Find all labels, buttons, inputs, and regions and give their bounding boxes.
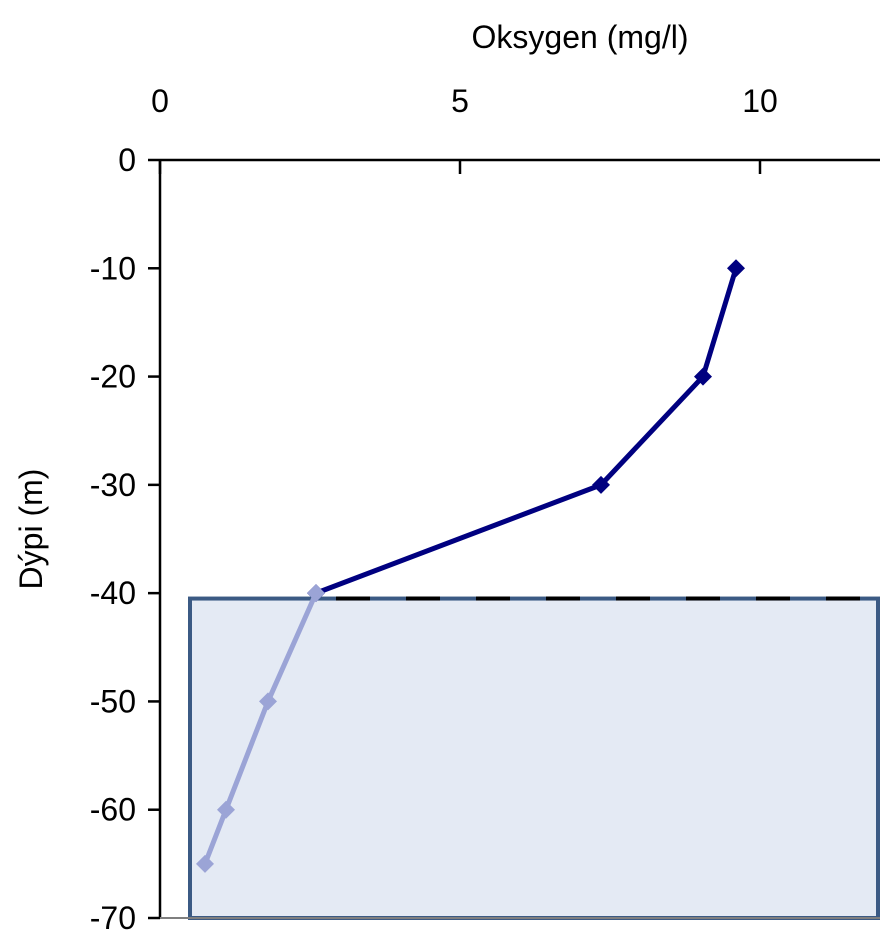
data-point-marker (196, 854, 214, 873)
series-1 (307, 259, 745, 603)
y-tick-label: -10 (90, 250, 136, 286)
x-axis-title: Oksygen (mg/l) (472, 19, 689, 55)
series-layer (196, 259, 745, 873)
y-tick-label: -30 (90, 467, 136, 503)
data-point-marker (217, 800, 235, 819)
y-tick-label: -50 (90, 683, 136, 719)
data-point-marker (727, 259, 745, 278)
shaded-region (188, 596, 880, 920)
shaded-region-layer (188, 596, 880, 920)
data-point-marker (307, 584, 325, 603)
axes-layer (148, 158, 880, 920)
y-tick-label: -20 (90, 359, 136, 395)
x-tick-label: 5 (451, 83, 469, 119)
y-tick-label: -70 (90, 900, 136, 936)
series-line (315, 267, 739, 596)
series-2 (196, 584, 325, 873)
y-tick-label: -40 (90, 575, 136, 611)
data-point-marker (592, 475, 610, 494)
x-tick-label: 0 (151, 83, 169, 119)
data-point-marker (694, 367, 712, 386)
x-tick-label: 10 (742, 83, 778, 119)
labels-layer: 0 5 10 0 -10 -20 -30 -40 -50 -60 -70 Oksygen (mg/l)… (13, 19, 778, 936)
series-line (202, 592, 319, 865)
data-point-marker (259, 692, 277, 711)
y-axis-title: Dýpi (m) (13, 469, 49, 590)
y-tick-label: 0 (118, 142, 136, 178)
y-tick-label: -60 (90, 792, 136, 828)
